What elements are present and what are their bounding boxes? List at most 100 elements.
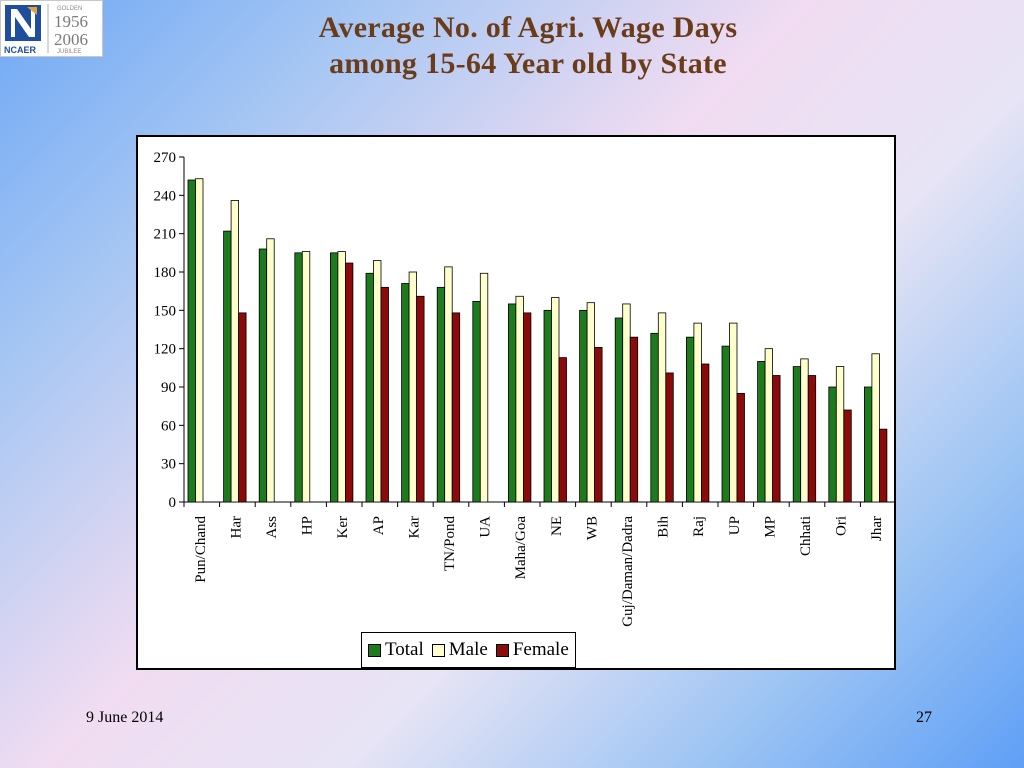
y-tick-label: 120 — [154, 342, 177, 358]
bar-male — [835, 366, 845, 503]
bar-total — [187, 179, 196, 503]
bar-total — [294, 252, 303, 503]
bar-female — [451, 312, 461, 503]
x-tick-label: WB — [584, 516, 600, 540]
bar-male — [230, 200, 239, 503]
bar-female — [772, 375, 781, 503]
y-tick-label: 270 — [154, 150, 177, 166]
bar-female — [238, 312, 247, 503]
chart-area: 0 30 60 90 120 150 180 210 240 270 Pun/Chand Har Ass… — [136, 135, 896, 670]
y-tick-label: 150 — [154, 303, 177, 319]
legend-label-total: Total — [385, 639, 424, 660]
x-tick-label: Maha/Goa — [513, 516, 529, 580]
y-tick-label: 30 — [161, 457, 176, 473]
bar-male — [764, 348, 773, 503]
x-tick-label: UA — [478, 516, 494, 538]
x-tick-label: Pun/Chand — [193, 516, 209, 583]
x-tick-label: Har — [228, 516, 244, 539]
y-tick-label: 240 — [154, 188, 177, 204]
bar-male — [800, 358, 809, 503]
bar-total — [721, 345, 730, 503]
bar-total — [258, 248, 268, 503]
bar-female — [807, 375, 817, 503]
logo-tag-bottom: JUBILEE — [57, 49, 81, 55]
footer-date: 9 June 2014 — [86, 709, 164, 726]
bar-total — [472, 300, 481, 503]
y-tick-label: 180 — [154, 265, 177, 281]
bar-total — [650, 332, 659, 503]
bar-female — [665, 372, 674, 503]
bar-total — [543, 309, 552, 503]
logo-year-start: 1956 — [54, 12, 88, 31]
bar-female — [879, 428, 888, 503]
bar-male — [301, 251, 311, 503]
bar-female — [701, 363, 710, 503]
legend-item-female: Female — [495, 639, 569, 661]
bar-female — [629, 336, 639, 503]
x-tick-label: Raj — [691, 516, 707, 537]
bar-total — [329, 252, 339, 503]
logo-org-text: NCAER — [4, 45, 37, 55]
legend-label-male: Male — [448, 639, 488, 660]
bar-male — [622, 303, 631, 503]
x-tick-label: UP — [727, 516, 743, 535]
bar-total — [436, 286, 446, 503]
ncaer-golden-jubilee-logo: NCAER GOLDEN 1956 2006 JUBILEE — [0, 0, 103, 57]
bar-chart: 0 30 60 90 120 150 180 210 240 270 Pun/Chand Har Ass… — [154, 150, 894, 627]
slide-title-line-2: among 15-64 Year old by State — [329, 47, 727, 80]
bar-female — [558, 357, 567, 503]
bar-female — [843, 409, 852, 503]
x-tick-label: NE — [549, 516, 565, 536]
x-tick-label: Jhar — [869, 516, 885, 541]
bar-female — [736, 392, 745, 503]
x-tick-label: Chhati — [798, 516, 814, 556]
chart-legend: Total Male Female — [361, 632, 576, 668]
logo-tag-top: GOLDEN — [57, 6, 82, 12]
bar-total — [401, 283, 410, 503]
slide-title-line-1: Average No. of Agri. Wage Days — [318, 11, 738, 44]
slide-title: Average No. of Agri. Wage Days among 15-… — [200, 10, 856, 82]
bar-total — [579, 309, 588, 503]
y-tick-label: 90 — [161, 380, 176, 396]
bar-male — [693, 322, 702, 503]
bar-male — [551, 297, 560, 503]
bar-total — [365, 272, 374, 503]
legend-label-female: Female — [512, 639, 569, 660]
bar-total — [614, 317, 624, 503]
bar-female — [522, 312, 532, 503]
legend-swatch-total — [368, 643, 381, 657]
bar-total — [223, 230, 232, 503]
bar-male — [729, 322, 738, 503]
bar-total — [864, 386, 873, 503]
page-number: 27 — [916, 709, 932, 726]
bar-male — [444, 266, 453, 503]
legend-item-male: Male — [431, 639, 488, 661]
bar-male — [479, 272, 489, 503]
bar-female — [594, 346, 603, 503]
y-tick-label: 0 — [169, 495, 177, 511]
bar-female — [380, 286, 389, 503]
x-tick-label: HP — [300, 516, 316, 535]
x-tick-label: Guj/Daman/Dadra — [620, 516, 636, 627]
bar-total — [792, 366, 802, 503]
x-tick-label: TN/Pond — [442, 516, 458, 572]
bar-total — [757, 361, 766, 503]
bar-female — [344, 262, 354, 503]
x-tick-label: Ori — [834, 516, 850, 536]
x-tick-label: MP — [762, 516, 778, 538]
y-tick-label: 210 — [154, 227, 177, 243]
bar-male — [337, 251, 346, 503]
bar-total — [507, 303, 517, 503]
bar-male — [408, 271, 418, 503]
x-tick-label: Ass — [264, 516, 280, 539]
bar-male — [586, 302, 596, 503]
x-tick-label: AP — [371, 516, 387, 535]
bar-total — [686, 336, 695, 503]
bar-male — [195, 178, 204, 503]
y-tick-label: 60 — [161, 418, 176, 434]
legend-swatch-male — [431, 643, 445, 657]
logo-year-end: 2006 — [54, 30, 88, 49]
bar-male — [373, 260, 382, 503]
legend-item-total: Total — [368, 639, 424, 661]
bar-male — [657, 312, 667, 503]
